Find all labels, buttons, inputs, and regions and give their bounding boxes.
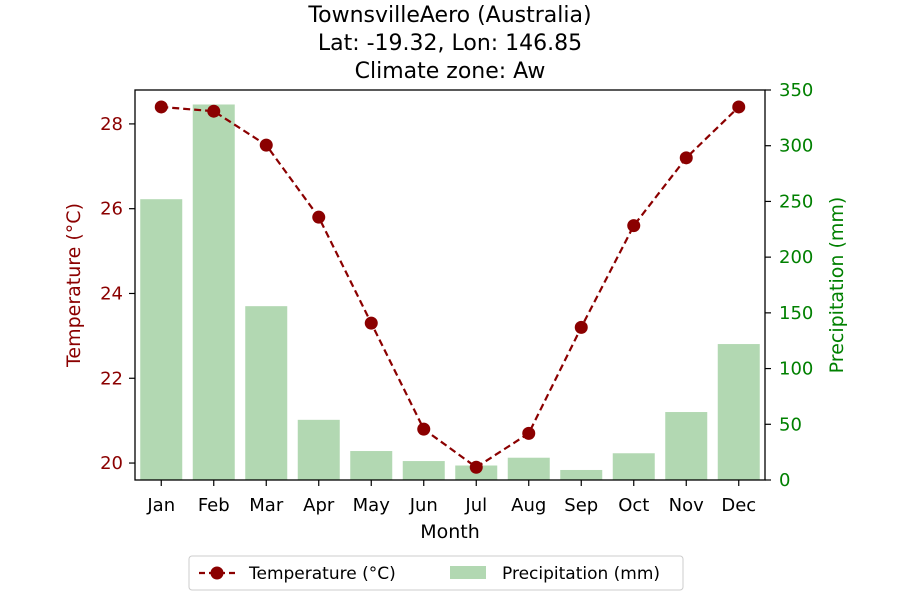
temperature-point	[312, 210, 326, 224]
y-axis-left: 20 22 24 26 28	[100, 114, 135, 474]
precipitation-bars	[140, 104, 760, 480]
x-tick-label: Oct	[618, 495, 649, 516]
precipitation-bar	[192, 104, 235, 480]
precipitation-bar	[717, 344, 760, 480]
legend-temperature-label: Temperature (°C)	[248, 564, 396, 584]
temperature-point	[154, 100, 168, 114]
legend-temperature-marker-icon	[210, 566, 224, 580]
temperature-point	[679, 151, 693, 165]
precipitation-bar	[402, 461, 445, 480]
y-left-tick-label: 26	[100, 199, 123, 220]
x-tick-label: Nov	[669, 495, 704, 516]
legend-box	[188, 555, 684, 591]
precipitation-bar	[350, 451, 393, 480]
x-tick-label: Jun	[409, 495, 438, 516]
x-tick-label: Aug	[511, 495, 546, 516]
y-right-tick-label: 150	[779, 303, 813, 324]
plot-frame	[134, 89, 766, 481]
legend-precipitation-label: Precipitation (mm)	[502, 564, 660, 584]
y-right-tick-label: 0	[779, 470, 790, 491]
temperature-point	[732, 100, 746, 114]
chart-title-line: Lat: -19.32, Lon: 146.85	[318, 31, 582, 56]
y-left-tick-label: 20	[100, 453, 123, 474]
x-tick-label: May	[353, 495, 391, 516]
legend-precipitation-swatch-icon	[450, 566, 486, 579]
temperature-point	[259, 138, 273, 152]
y-right-tick-label: 100	[779, 359, 813, 380]
precipitation-bar	[665, 412, 708, 480]
temperature-point	[364, 316, 378, 330]
x-tick-label: Jan	[146, 495, 175, 516]
x-axis: Jan Feb Mar Apr May Jun Jul Aug Sep Oct Nov Dec	[146, 480, 756, 516]
x-tick-label: Jul	[464, 495, 487, 516]
x-tick-label: Apr	[303, 495, 335, 516]
y-left-tick-label: 28	[100, 114, 123, 135]
precipitation-bar	[245, 306, 288, 480]
chart-title-line: TownsvilleAero (Australia)	[307, 3, 591, 28]
precipitation-bar	[612, 453, 655, 480]
legend: Temperature (°C) Precipitation (mm)	[188, 555, 684, 591]
temperature-point	[417, 422, 431, 436]
x-tick-label: Dec	[721, 495, 756, 516]
precipitation-bar	[297, 419, 340, 480]
y-axis-left-label: Temperature (°C)	[63, 203, 85, 368]
x-axis-label: Month	[420, 521, 480, 543]
precipitation-bar	[140, 199, 183, 480]
chart-title: TownsvilleAero (Australia) Lat: -19.32, L…	[307, 3, 591, 84]
temperature-point	[469, 460, 483, 474]
y-left-tick-label: 24	[100, 283, 123, 304]
y-left-tick-label: 22	[100, 368, 123, 389]
y-right-tick-label: 50	[779, 414, 802, 435]
x-tick-label: Mar	[249, 495, 284, 516]
y-axis-right: 0 50 100 150 200 250 300 350	[765, 80, 813, 491]
temperature-line	[154, 100, 746, 474]
y-right-tick-label: 300	[779, 136, 813, 157]
x-tick-label: Sep	[564, 495, 598, 516]
temperature-point	[627, 219, 641, 233]
y-right-tick-label: 350	[779, 80, 813, 101]
x-tick-label: Feb	[198, 495, 230, 516]
precipitation-bar	[560, 469, 603, 480]
precipitation-bar	[507, 457, 550, 480]
temperature-point	[207, 104, 221, 118]
chart-title-line: Climate zone: Aw	[355, 59, 546, 84]
temperature-point	[574, 320, 588, 334]
y-right-tick-label: 200	[779, 247, 813, 268]
y-right-tick-label: 250	[779, 191, 813, 212]
y-axis-right-label: Precipitation (mm)	[826, 197, 848, 374]
temperature-series-line	[161, 105, 740, 469]
temperature-point	[522, 426, 536, 440]
